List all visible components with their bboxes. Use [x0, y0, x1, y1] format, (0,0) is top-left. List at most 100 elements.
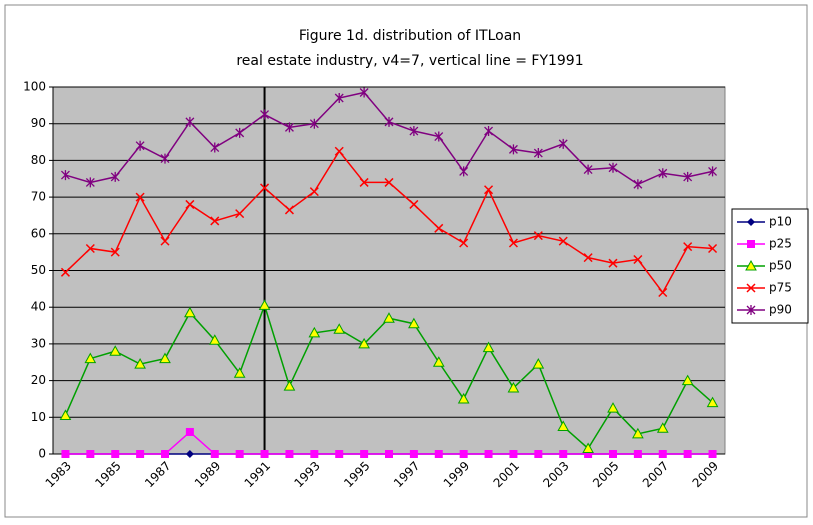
y-tick-label: 90: [31, 116, 46, 130]
marker: [85, 177, 95, 188]
marker: [558, 236, 568, 246]
marker: [260, 109, 270, 120]
marker: [484, 185, 494, 195]
marker: [434, 131, 444, 142]
marker: [409, 199, 419, 209]
marker: [309, 187, 319, 197]
marker: [533, 148, 543, 159]
marker: [532, 358, 545, 369]
marker: [383, 312, 395, 323]
legend-label: p75: [769, 281, 792, 295]
marker: [708, 450, 717, 458]
marker: [507, 381, 520, 393]
marker: [210, 142, 220, 153]
marker: [284, 205, 294, 215]
marker: [159, 352, 171, 364]
marker: [681, 374, 694, 386]
marker: [135, 140, 145, 151]
marker: [508, 238, 518, 248]
legend-label: p10: [769, 215, 792, 229]
marker: [683, 242, 693, 252]
marker: [746, 305, 756, 315]
marker: [161, 450, 169, 458]
marker: [409, 450, 418, 458]
marker: [260, 183, 270, 193]
marker: [583, 164, 593, 175]
marker: [284, 122, 294, 133]
marker: [208, 334, 221, 345]
marker: [384, 116, 394, 127]
marker: [708, 243, 718, 254]
marker: [309, 118, 319, 129]
marker: [484, 450, 493, 458]
marker: [508, 144, 518, 155]
marker: [432, 356, 445, 367]
legend-label: p50: [769, 259, 792, 273]
marker: [559, 450, 568, 458]
marker: [334, 146, 344, 156]
marker: [233, 367, 246, 378]
marker: [111, 450, 120, 458]
marker: [706, 396, 719, 408]
marker: [633, 179, 643, 190]
marker: [333, 323, 346, 334]
marker: [459, 166, 469, 177]
marker: [185, 427, 194, 436]
marker: [160, 236, 170, 246]
marker: [358, 337, 370, 349]
marker: [409, 126, 419, 137]
y-tick-label: 20: [31, 373, 46, 387]
y-tick-label: 60: [31, 226, 46, 240]
marker: [408, 317, 420, 329]
marker: [210, 450, 219, 458]
marker: [86, 450, 95, 458]
y-tick-label: 80: [31, 153, 46, 167]
marker: [482, 341, 495, 353]
marker: [557, 420, 570, 431]
marker: [683, 450, 692, 458]
marker: [185, 199, 195, 209]
marker: [84, 352, 97, 364]
marker: [359, 177, 369, 187]
marker: [584, 450, 593, 458]
marker: [683, 171, 693, 182]
marker: [509, 450, 518, 458]
marker: [235, 450, 244, 458]
marker: [434, 223, 444, 233]
marker: [59, 409, 72, 420]
marker: [747, 240, 755, 248]
marker: [656, 422, 669, 433]
marker: [235, 127, 245, 138]
marker: [235, 209, 245, 219]
marker: [459, 450, 468, 458]
chart-title: Figure 1d. distribution of ITLoan: [299, 28, 521, 44]
marker: [633, 254, 643, 265]
marker: [457, 392, 470, 404]
marker: [360, 450, 369, 458]
marker: [160, 153, 170, 164]
marker: [633, 450, 642, 458]
marker: [335, 450, 344, 458]
y-tick-label: 0: [38, 447, 46, 461]
marker: [210, 216, 220, 226]
legend-label: p25: [769, 237, 792, 251]
marker: [608, 162, 618, 173]
marker: [459, 238, 469, 248]
marker: [85, 243, 95, 254]
marker: [110, 247, 120, 257]
marker: [632, 427, 644, 439]
marker: [60, 170, 70, 181]
marker: [708, 166, 718, 177]
y-tick-label: 100: [23, 80, 46, 94]
marker: [310, 450, 319, 458]
marker: [533, 231, 543, 241]
marker: [607, 402, 619, 413]
marker: [110, 171, 120, 182]
marker: [583, 253, 593, 263]
marker: [283, 380, 296, 391]
y-tick-label: 70: [31, 190, 46, 204]
y-tick-label: 10: [31, 410, 46, 424]
chart-subtitle: real estate industry, v4=7, vertical lin…: [236, 53, 583, 69]
marker: [534, 450, 543, 458]
